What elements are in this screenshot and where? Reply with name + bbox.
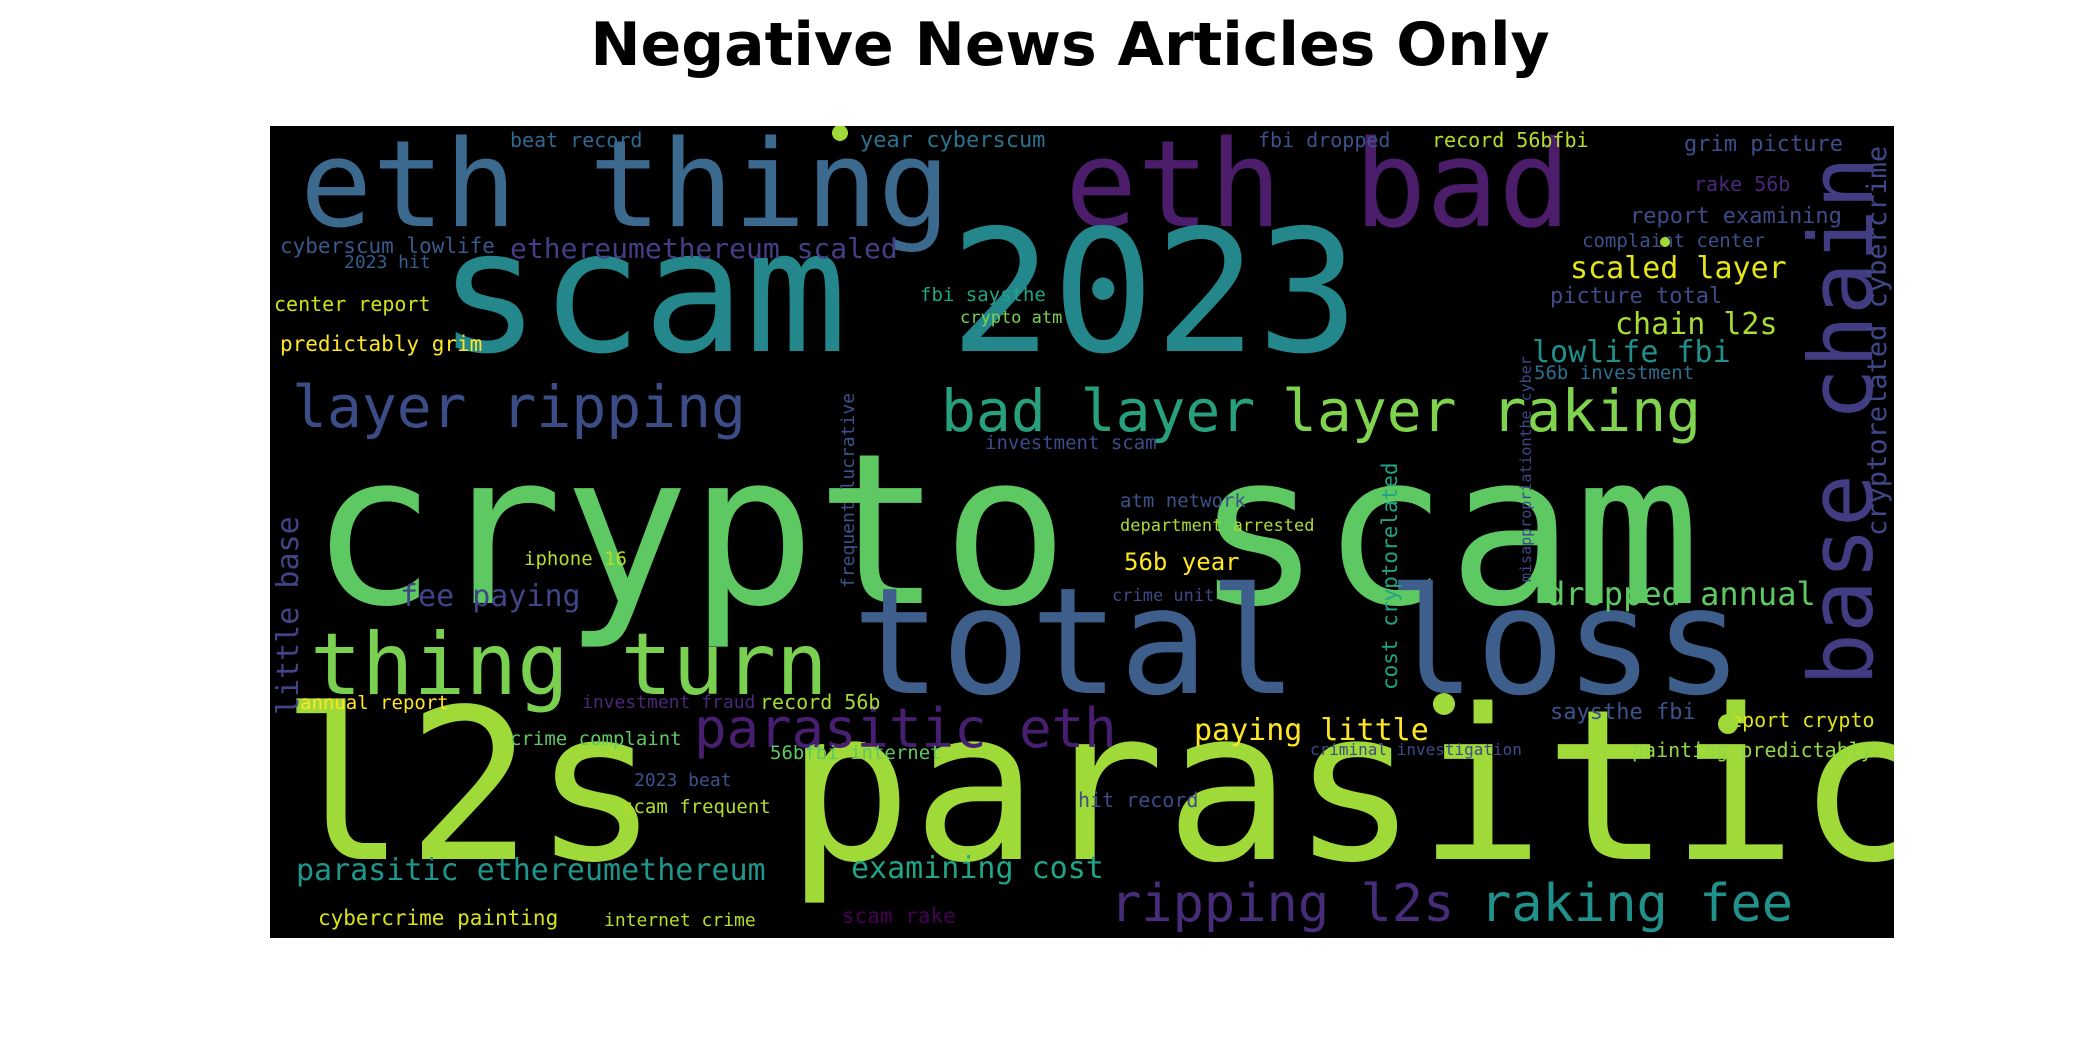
- cloud-word: criminal investigation: [1310, 740, 1522, 759]
- cloud-word: ripping l2s: [1110, 874, 1455, 934]
- cloud-word: crime complaint: [510, 728, 682, 750]
- cloud-word: year cyberscum: [860, 128, 1046, 153]
- cloud-word: parasitic eth: [694, 697, 1117, 760]
- cloud-word: 56bfbi internet: [770, 742, 942, 764]
- cloud-word: scam rake: [842, 904, 956, 928]
- cloud-word: 2023 beat: [634, 770, 732, 791]
- cloud-word: rake 56b: [1694, 172, 1791, 196]
- cloud-word: atm network: [1120, 490, 1246, 512]
- cloud-word: internet crime: [604, 910, 756, 931]
- cloud-word: department arrested: [1120, 516, 1315, 536]
- cloud-word: fbi saysthe: [920, 284, 1046, 306]
- cloud-word: report crypto: [1718, 708, 1875, 732]
- cloud-word: hit record: [1078, 788, 1199, 812]
- chart-title: Negative News Articles Only: [590, 10, 1550, 80]
- cloud-word: fee paying: [400, 579, 581, 614]
- cloud-word: painting predictably: [1632, 738, 1873, 762]
- cloud-word: record 56bfbi: [1432, 128, 1589, 152]
- word-cloud: eth thing eth bad scam 2023 base chain layer…: [270, 126, 1894, 938]
- cloud-word: layer raking: [1282, 377, 1702, 445]
- cloud-word: scaled layer: [1570, 251, 1787, 286]
- cloud-word: fbi dropped: [1258, 128, 1391, 152]
- cloud-word: report examining: [1630, 204, 1842, 229]
- cloud-dot: [1660, 237, 1670, 247]
- cloud-word: center report: [274, 292, 431, 316]
- cloud-word: investment fraud: [582, 692, 756, 713]
- cloud-word: 2023 hit: [344, 252, 431, 273]
- cloud-word: parasitic ethereumethereum: [296, 853, 766, 888]
- cloud-word: l2s parasitic: [280, 664, 1894, 909]
- cloud-word: cybercrime painting: [318, 906, 559, 930]
- cloud-word: bad layer: [941, 377, 1256, 445]
- cloud-word: chain l2s: [1615, 307, 1778, 342]
- cloud-word: scam frequent: [622, 796, 771, 818]
- cloud-word: record 56b: [760, 690, 881, 714]
- cloud-word: thing turn: [310, 615, 828, 715]
- cloud-word: crypto atm: [960, 308, 1063, 328]
- cloud-word: picture total: [1550, 284, 1723, 309]
- cloud-word: crypto scam: [310, 408, 1701, 653]
- cloud-word: iphone 16: [524, 548, 627, 570]
- cloud-word: saysthe fbi: [1550, 700, 1696, 725]
- cloud-word: total loss: [852, 556, 1744, 728]
- cloud-word: crime unit: [1112, 586, 1215, 606]
- cloud-word: investment scam: [985, 432, 1157, 454]
- cloud-word: examining cost: [851, 851, 1104, 886]
- cloud-word: raking fee: [1480, 874, 1794, 934]
- cloud-word: grim picture: [1684, 132, 1843, 157]
- cloud-word: cyberscum lowlife: [280, 234, 495, 258]
- cloud-word: predictably grim: [280, 332, 483, 356]
- cloud-word: cryptorelated cybercrime: [1862, 145, 1893, 536]
- cloud-word: paying little: [1194, 713, 1429, 748]
- cloud-word: annual report: [300, 692, 449, 714]
- cloud-word: beat record: [510, 128, 643, 152]
- cloud-word: complaint center: [1582, 230, 1766, 252]
- cloud-word: lowlife fbi: [1532, 335, 1731, 370]
- cloud-word: frequent lucrative: [838, 392, 859, 588]
- cloud-word: dropped annual: [1546, 575, 1816, 613]
- cloud-word: 56b investment: [1534, 362, 1695, 384]
- cloud-word: layer ripping: [292, 373, 746, 441]
- cloud-word: eth thing: [300, 126, 951, 255]
- cloud-word: eth bad: [1065, 126, 1571, 255]
- cloud-word: cost cryptorelated: [1378, 462, 1402, 690]
- cloud-word: ethereumethereum scaled: [510, 232, 898, 265]
- cloud-word: scam 2023: [438, 194, 1360, 392]
- cloud-word: misappropriationthe cyber: [1517, 356, 1535, 582]
- cloud-dot: [1718, 714, 1738, 734]
- cloud-word: little base: [271, 516, 306, 715]
- cloud-dot: [1433, 693, 1455, 715]
- cloud-word: 56b year: [1124, 548, 1240, 576]
- cloud-dot: [832, 126, 848, 141]
